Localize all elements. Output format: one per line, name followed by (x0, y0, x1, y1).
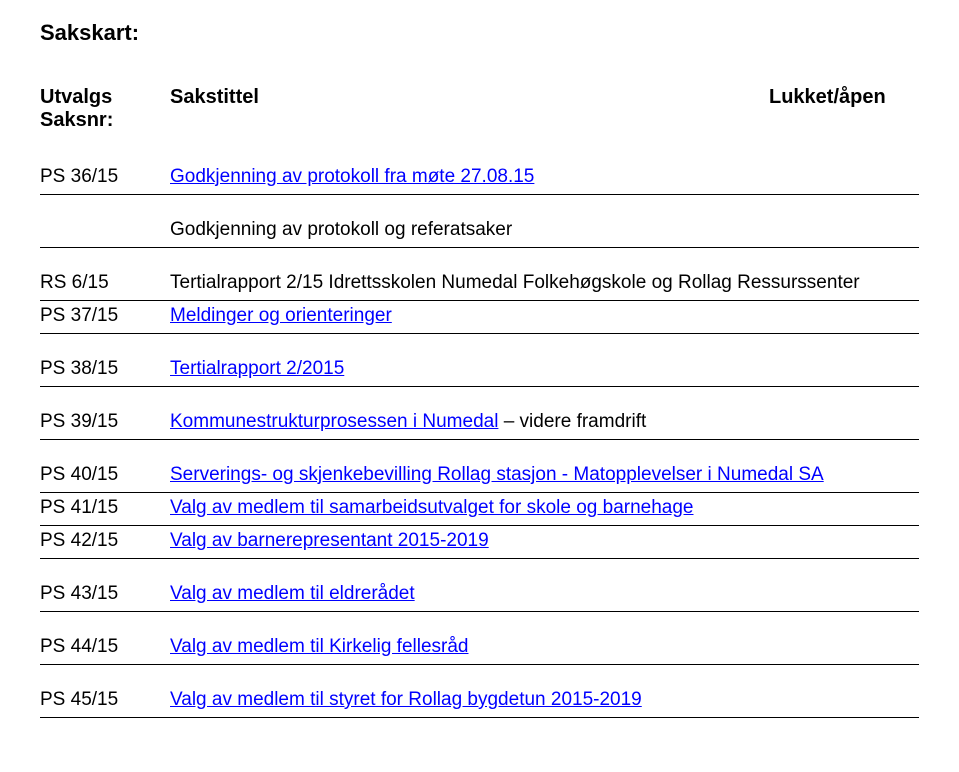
header-left-line1: Utvalgs (40, 86, 112, 108)
table-row: PS 37/15Meldinger og orienteringer (40, 301, 919, 334)
table-row: PS 39/15Kommunestrukturprosessen i Numed… (40, 407, 919, 440)
row-title: Godkjenning av protokoll og referatsaker (170, 219, 919, 241)
row-title-link[interactable]: Valg av medlem til eldrerådet (170, 583, 415, 604)
row-title-link[interactable]: Valg av medlem til samarbeidsutvalget fo… (170, 497, 694, 518)
row-title: Tertialrapport 2/2015 (170, 358, 919, 380)
row-title: Serverings- og skjenkebevilling Rollag s… (170, 464, 919, 486)
page-title: Sakskart: (40, 20, 919, 46)
table-row: RS 6/15Tertialrapport 2/15 Idrettsskolen… (40, 268, 919, 301)
row-spacer (40, 665, 919, 685)
header-left-line2: Saksnr: (40, 109, 113, 131)
row-id: PS 37/15 (40, 305, 170, 327)
table-row: PS 42/15Valg av barnerepresentant 2015-2… (40, 526, 919, 559)
header-col-lukket: Lukket/åpen (769, 86, 919, 132)
row-title: Kommunestrukturprosessen i Numedal – vid… (170, 411, 919, 433)
row-spacer (40, 248, 919, 268)
header-col-saksnr: Utvalgs Saksnr: (40, 86, 170, 132)
table-row: PS 43/15Valg av medlem til eldrerådet (40, 579, 919, 612)
row-spacer (40, 612, 919, 632)
row-title: Tertialrapport 2/15 Idrettsskolen Numeda… (170, 272, 919, 294)
table-body: PS 36/15Godkjenning av protokoll fra møt… (40, 162, 919, 718)
page: Sakskart: Utvalgs Saksnr: Sakstittel Luk… (0, 0, 959, 748)
row-title-link[interactable]: Kommunestrukturprosessen i Numedal (170, 411, 498, 432)
row-title: Valg av medlem til Kirkelig fellesråd (170, 636, 919, 658)
row-spacer (40, 195, 919, 215)
row-title: Valg av barnerepresentant 2015-2019 (170, 530, 919, 552)
row-title: Godkjenning av protokoll fra møte 27.08.… (170, 166, 919, 188)
row-title: Valg av medlem til samarbeidsutvalget fo… (170, 497, 919, 519)
row-title-link[interactable]: Serverings- og skjenkebevilling Rollag s… (170, 464, 824, 485)
row-id: PS 45/15 (40, 689, 170, 711)
row-id: PS 42/15 (40, 530, 170, 552)
row-spacer (40, 440, 919, 460)
table-header: Utvalgs Saksnr: Sakstittel Lukket/åpen (40, 86, 919, 132)
row-title: Meldinger og orienteringer (170, 305, 919, 327)
table-row: PS 38/15Tertialrapport 2/2015 (40, 354, 919, 387)
row-title: Valg av medlem til styret for Rollag byg… (170, 689, 919, 711)
table-row: PS 40/15Serverings- og skjenkebevilling … (40, 460, 919, 493)
table-row: Godkjenning av protokoll og referatsaker (40, 215, 919, 248)
row-spacer (40, 334, 919, 354)
row-title-link[interactable]: Valg av medlem til Kirkelig fellesråd (170, 636, 469, 657)
table-row: PS 36/15Godkjenning av protokoll fra møt… (40, 162, 919, 195)
row-title: Valg av medlem til eldrerådet (170, 583, 919, 605)
row-id: PS 39/15 (40, 411, 170, 433)
row-title-link[interactable]: Valg av medlem til styret for Rollag byg… (170, 689, 642, 710)
table-row: PS 45/15Valg av medlem til styret for Ro… (40, 685, 919, 718)
row-id: RS 6/15 (40, 272, 170, 294)
table-row: PS 41/15Valg av medlem til samarbeidsutv… (40, 493, 919, 526)
row-title-text: Godkjenning av protokoll og referatsaker (170, 219, 512, 240)
row-id: PS 36/15 (40, 166, 170, 188)
row-title-text: Tertialrapport 2/15 Idrettsskolen Numeda… (170, 272, 860, 293)
row-id: PS 38/15 (40, 358, 170, 380)
row-id: PS 40/15 (40, 464, 170, 486)
row-title-link[interactable]: Meldinger og orienteringer (170, 305, 392, 326)
row-id (40, 219, 170, 241)
row-title-link[interactable]: Tertialrapport 2/2015 (170, 358, 344, 379)
row-spacer (40, 559, 919, 579)
table-row: PS 44/15Valg av medlem til Kirkelig fell… (40, 632, 919, 665)
row-title-link[interactable]: Valg av barnerepresentant 2015-2019 (170, 530, 489, 551)
row-id: PS 44/15 (40, 636, 170, 658)
row-spacer (40, 387, 919, 407)
row-id: PS 43/15 (40, 583, 170, 605)
row-title-link[interactable]: Godkjenning av protokoll fra møte 27.08.… (170, 166, 534, 187)
header-col-sakstittel: Sakstittel (170, 86, 769, 132)
row-id: PS 41/15 (40, 497, 170, 519)
row-title-text: – videre framdrift (498, 411, 646, 432)
